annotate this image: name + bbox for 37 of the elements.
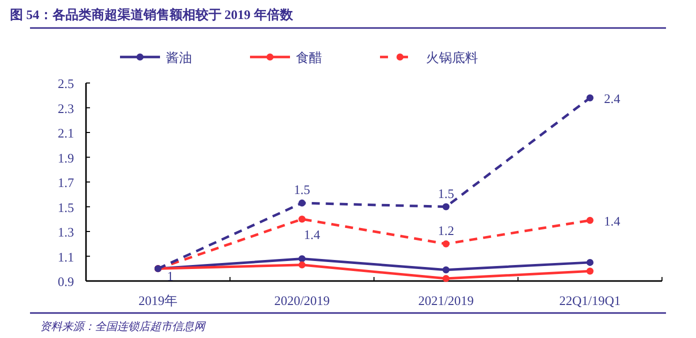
data-label: 1.5 <box>294 182 310 198</box>
text: 资料来源：全国连锁店超市信息网 <box>40 320 206 333</box>
y-tick-label: 2.1 <box>58 126 74 140</box>
x-tick-label: 2021/2019 <box>418 293 474 308</box>
y-tick-label: 1.5 <box>58 200 74 215</box>
point <box>442 240 450 248</box>
legend-label: 火锅底料 <box>426 50 478 65</box>
y-tick-label: 1.1 <box>58 249 74 264</box>
data-label: 1.4 <box>604 213 621 228</box>
y-tick-label: 0.9 <box>58 274 74 289</box>
point <box>298 216 306 223</box>
point <box>442 203 450 210</box>
point <box>442 266 450 274</box>
point <box>298 200 306 207</box>
legend-label: 酱油 <box>166 50 192 65</box>
data-label: 1 <box>167 268 174 284</box>
point <box>442 275 450 282</box>
data-label: 1.4 <box>304 227 321 242</box>
x-tick-label: 22Q1/19Q1 <box>559 293 621 308</box>
point <box>586 216 594 224</box>
y-tick-label: 1.7 <box>58 175 74 190</box>
y-tick-label: 2.3 <box>58 100 74 116</box>
point <box>586 268 594 275</box>
point <box>298 255 306 262</box>
x-tick-label: 2019年 <box>138 293 178 308</box>
point <box>586 258 594 266</box>
legend-label: 食醋 <box>296 50 322 65</box>
y-tick-label: 1.3 <box>58 224 74 240</box>
x-tick-label: 2020/2019 <box>274 293 330 308</box>
chart-title: 图 54：各品类商超渠道销售额相较于 2019 年倍数 <box>10 7 294 22</box>
data-label: 2.4 <box>604 90 621 106</box>
data-label: 1.2 <box>438 222 454 238</box>
y-tick-label: 2.5 <box>58 76 74 91</box>
y-tick-label: 1.9 <box>58 150 74 166</box>
point <box>586 94 594 102</box>
point <box>298 261 306 268</box>
data-label: 1.5 <box>438 186 454 201</box>
